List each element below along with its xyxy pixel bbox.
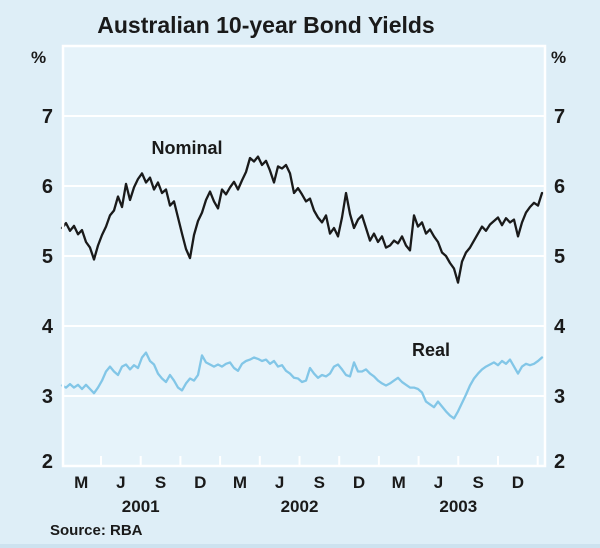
- y-axis-label-right-3: 3: [554, 386, 565, 408]
- x-axis-month-label: S: [472, 473, 483, 492]
- x-axis-month-label: D: [353, 473, 365, 492]
- chart-title: Australian 10-year Bond Yields: [97, 12, 435, 38]
- x-axis-month-label: M: [74, 473, 88, 492]
- x-axis-year-label-2001: 2001: [122, 497, 160, 516]
- x-axis-month-label: J: [116, 473, 125, 492]
- x-axis-month-label: S: [314, 473, 325, 492]
- source-note: Source: RBA: [50, 522, 143, 539]
- y-axis-label-right-5: 5: [554, 246, 565, 268]
- x-axis-month-label: D: [512, 473, 524, 492]
- x-axis-month-label: J: [275, 473, 284, 492]
- x-axis-month-label: D: [194, 473, 206, 492]
- y-axis-label-right-4: 4: [554, 316, 566, 338]
- y-axis-unit-left: %: [31, 48, 47, 67]
- y-axis-label-left-4: 4: [42, 316, 54, 338]
- y-axis-label-right-6: 6: [554, 176, 565, 198]
- y-axis-label-left-6: 6: [42, 176, 53, 198]
- nominal-line: [60, 155, 544, 284]
- x-axis-month-label: S: [155, 473, 166, 492]
- real-line: [60, 351, 544, 420]
- y-axis-label-right-7: 7: [554, 106, 565, 128]
- y-axis-label-left-3: 3: [42, 386, 53, 408]
- x-axis-year-label-2003: 2003: [439, 497, 477, 516]
- x-axis-year-label-2002: 2002: [281, 497, 319, 516]
- x-axis-month-label: M: [392, 473, 406, 492]
- y-axis-label-left-5: 5: [42, 246, 53, 268]
- x-axis-month-label: J: [434, 473, 443, 492]
- series-label-nominal: Nominal: [151, 138, 223, 158]
- plot-frame: [61, 44, 547, 468]
- y-axis-label-left-2: 2: [42, 451, 53, 473]
- bottom-border-strip: [0, 544, 600, 548]
- y-axis-unit-right: %: [551, 48, 567, 67]
- x-axis-month-label: M: [233, 473, 247, 492]
- y-axis-label-right-2: 2: [554, 451, 565, 473]
- series-label-real: Real: [411, 340, 451, 360]
- y-axis-label-left-7: 7: [42, 106, 53, 128]
